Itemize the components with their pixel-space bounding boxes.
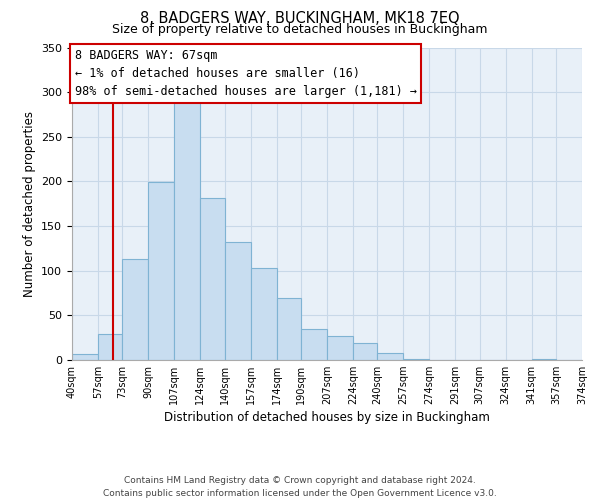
- Bar: [98, 334, 122, 360]
- Bar: [353, 343, 377, 360]
- Bar: [251, 268, 277, 360]
- Bar: [377, 353, 403, 360]
- Bar: [532, 359, 556, 360]
- Bar: [200, 198, 224, 360]
- Text: 8 BADGERS WAY: 67sqm
← 1% of detached houses are smaller (16)
98% of semi-detach: 8 BADGERS WAY: 67sqm ← 1% of detached ho…: [74, 49, 416, 98]
- X-axis label: Distribution of detached houses by size in Buckingham: Distribution of detached houses by size …: [164, 412, 490, 424]
- Bar: [277, 298, 301, 360]
- Bar: [301, 329, 327, 360]
- Bar: [148, 182, 175, 360]
- Bar: [224, 242, 251, 360]
- Bar: [122, 259, 148, 360]
- Bar: [175, 98, 200, 360]
- Text: Contains HM Land Registry data © Crown copyright and database right 2024.
Contai: Contains HM Land Registry data © Crown c…: [103, 476, 497, 498]
- Bar: [72, 354, 98, 360]
- Y-axis label: Number of detached properties: Number of detached properties: [23, 111, 35, 296]
- Text: Size of property relative to detached houses in Buckingham: Size of property relative to detached ho…: [112, 22, 488, 36]
- Text: 8, BADGERS WAY, BUCKINGHAM, MK18 7EQ: 8, BADGERS WAY, BUCKINGHAM, MK18 7EQ: [140, 11, 460, 26]
- Bar: [327, 336, 353, 360]
- Bar: [403, 359, 430, 360]
